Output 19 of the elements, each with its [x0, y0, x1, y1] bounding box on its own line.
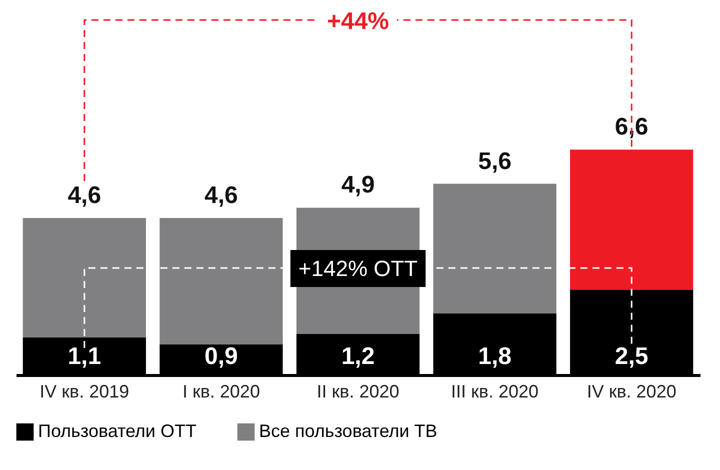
total-label: 4,9	[341, 172, 375, 199]
data-label: 1,8	[478, 343, 512, 370]
legend-label: Все пользователи ТВ	[259, 421, 438, 441]
total-label: 5,6	[478, 148, 512, 175]
x-tick-label: I кв. 2020	[182, 382, 260, 402]
data-label: 0,9	[204, 343, 238, 370]
x-tick-label: III кв. 2020	[451, 382, 539, 402]
text: +44%	[326, 8, 390, 35]
x-tick-label: IV кв. 2019	[40, 382, 130, 402]
total-label: 6,6	[614, 114, 648, 141]
data-label: 1,1	[68, 343, 102, 370]
legend-label: Пользователи OTT	[38, 421, 196, 441]
x-tick-label: IV кв. 2020	[586, 382, 676, 402]
x-tick-label: II кв. 2020	[316, 382, 400, 402]
data-label: 1,2	[341, 343, 375, 370]
annotation: +142% OTT	[298, 256, 418, 281]
total-label: 4,6	[204, 182, 238, 209]
total-label: 4,6	[68, 182, 102, 209]
data-label: 2,5	[614, 343, 648, 370]
